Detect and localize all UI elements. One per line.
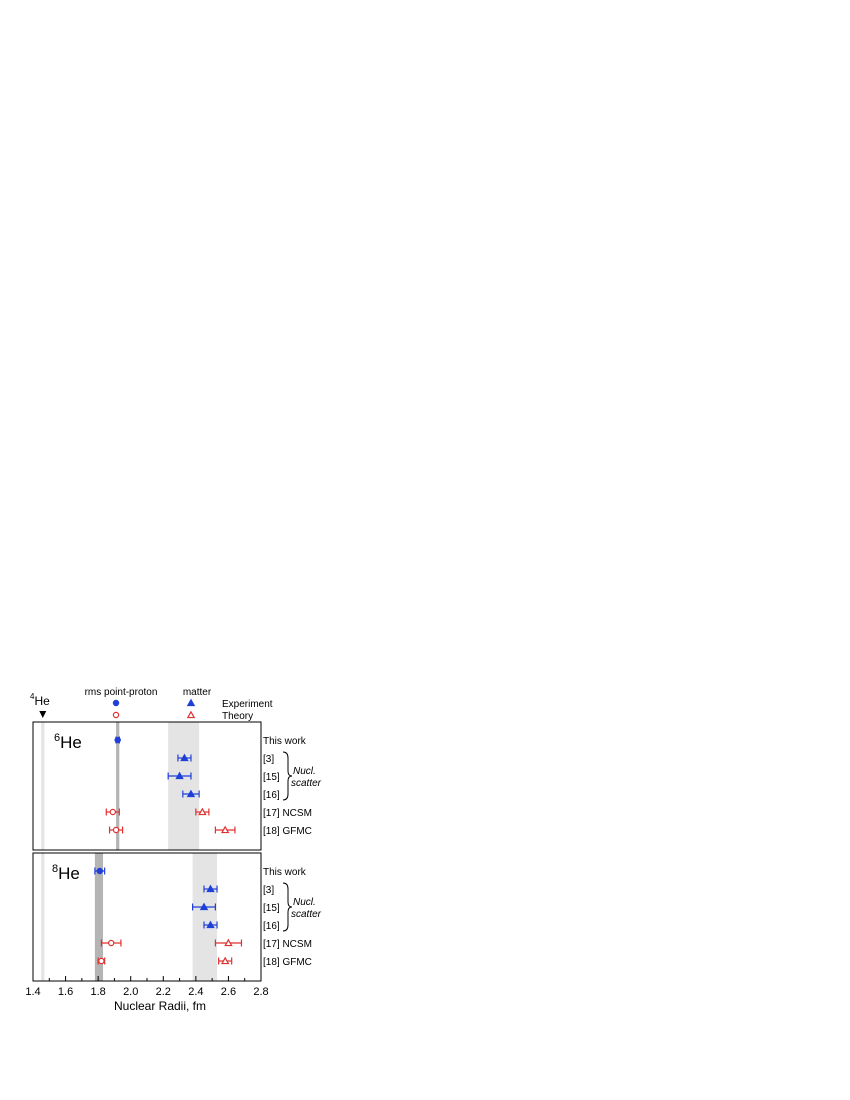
uncertainty-band	[192, 853, 218, 981]
bracket-label: Nucl.	[293, 897, 316, 908]
panel-label-symbol: He	[58, 864, 80, 883]
data-point	[220, 825, 230, 834]
bracket-icon	[282, 882, 293, 932]
row-label: [15]	[263, 772, 280, 783]
bracket-label: scatter	[291, 778, 322, 789]
data-point	[175, 771, 184, 780]
row-label: [3]	[263, 754, 274, 765]
panel-6He: 6He This work [3] [15] [16] [17] NCSM [18] GFM…	[32, 721, 322, 851]
row-label: [18] GFMC	[263, 957, 312, 968]
x-tick-label: 1.8	[90, 986, 105, 998]
panel-label-symbol: He	[60, 733, 82, 752]
legend-proton-theory-mark	[112, 711, 120, 719]
data-point	[114, 736, 121, 744]
data-point	[198, 807, 207, 816]
row-label: [17] NCSM	[263, 808, 312, 819]
x-tick-label: 2.2	[156, 986, 171, 998]
x-tick-label: 2.8	[253, 986, 268, 998]
data-point	[98, 957, 105, 965]
data-point	[206, 920, 215, 929]
data-point	[206, 884, 215, 893]
row-label: [15]	[263, 903, 280, 914]
x-tick-label: 2.4	[188, 986, 203, 998]
uncertainty-band	[94, 853, 104, 981]
x-axis: 1.4 1.6 1.8 2.0 2.2 2.4 2.6 2.8	[25, 976, 269, 998]
he4-arrow-head	[39, 711, 47, 718]
he4-arrow-icon	[39, 711, 47, 718]
data-point	[107, 939, 115, 947]
he4-symbol: He	[34, 694, 50, 708]
panels: 6He This work[3][15][16][17] NCSM[18] GFM…	[32, 721, 322, 982]
x-tick-label: 2.0	[123, 986, 138, 998]
x-tick-label: 2.6	[221, 986, 236, 998]
row-label: [3]	[263, 885, 274, 896]
data-point	[96, 867, 103, 875]
legend-matter-experiment-mark	[186, 698, 196, 707]
row-label: [16]	[263, 790, 280, 801]
bracket-label: Nucl.	[293, 766, 316, 777]
data-point	[186, 789, 196, 798]
legend-experiment-label: Experiment	[222, 699, 273, 710]
uncertainty-band	[168, 722, 200, 850]
row-label: [18] GFMC	[263, 826, 312, 837]
legend-proton-label: rms point-proton	[85, 687, 158, 698]
data-point	[224, 938, 233, 947]
row-label: [16]	[263, 921, 280, 932]
data-point	[109, 808, 117, 816]
x-tick-label: 1.6	[58, 986, 73, 998]
uncertainty-band	[116, 722, 120, 850]
row-label: This work	[263, 867, 307, 878]
he4-label: 4He	[30, 692, 50, 708]
data-point	[199, 902, 209, 911]
legend-theory-label: Theory	[222, 711, 253, 722]
legend-matter-label: matter	[183, 687, 212, 698]
row-label: [17] NCSM	[263, 939, 312, 950]
x-tick-label: 1.4	[25, 986, 40, 998]
legend-proton-experiment-mark	[112, 699, 120, 707]
data-point	[180, 753, 189, 762]
data-point	[112, 826, 120, 834]
panel-label-mass: 8	[52, 863, 58, 875]
panel-label: 8He	[52, 863, 80, 883]
x-axis-label: Nuclear Radii, fm	[114, 999, 206, 1013]
legend-matter-theory-mark	[186, 710, 196, 719]
panel-label: 6He	[54, 732, 82, 752]
data-point	[220, 956, 230, 965]
row-label: This work	[263, 736, 307, 747]
legend-marks	[112, 698, 196, 719]
panel-label-mass: 6	[54, 732, 60, 744]
uncertainty-band	[41, 722, 45, 850]
bracket-icon	[282, 751, 293, 801]
he4-mass: 4	[30, 692, 35, 701]
uncertainty-band	[41, 853, 45, 981]
panel-frame	[32, 721, 262, 851]
panel-8He: 8He This work [3] [15] [16] [17] NCSM [18] GFM…	[32, 852, 322, 982]
bracket-label: scatter	[291, 909, 322, 920]
